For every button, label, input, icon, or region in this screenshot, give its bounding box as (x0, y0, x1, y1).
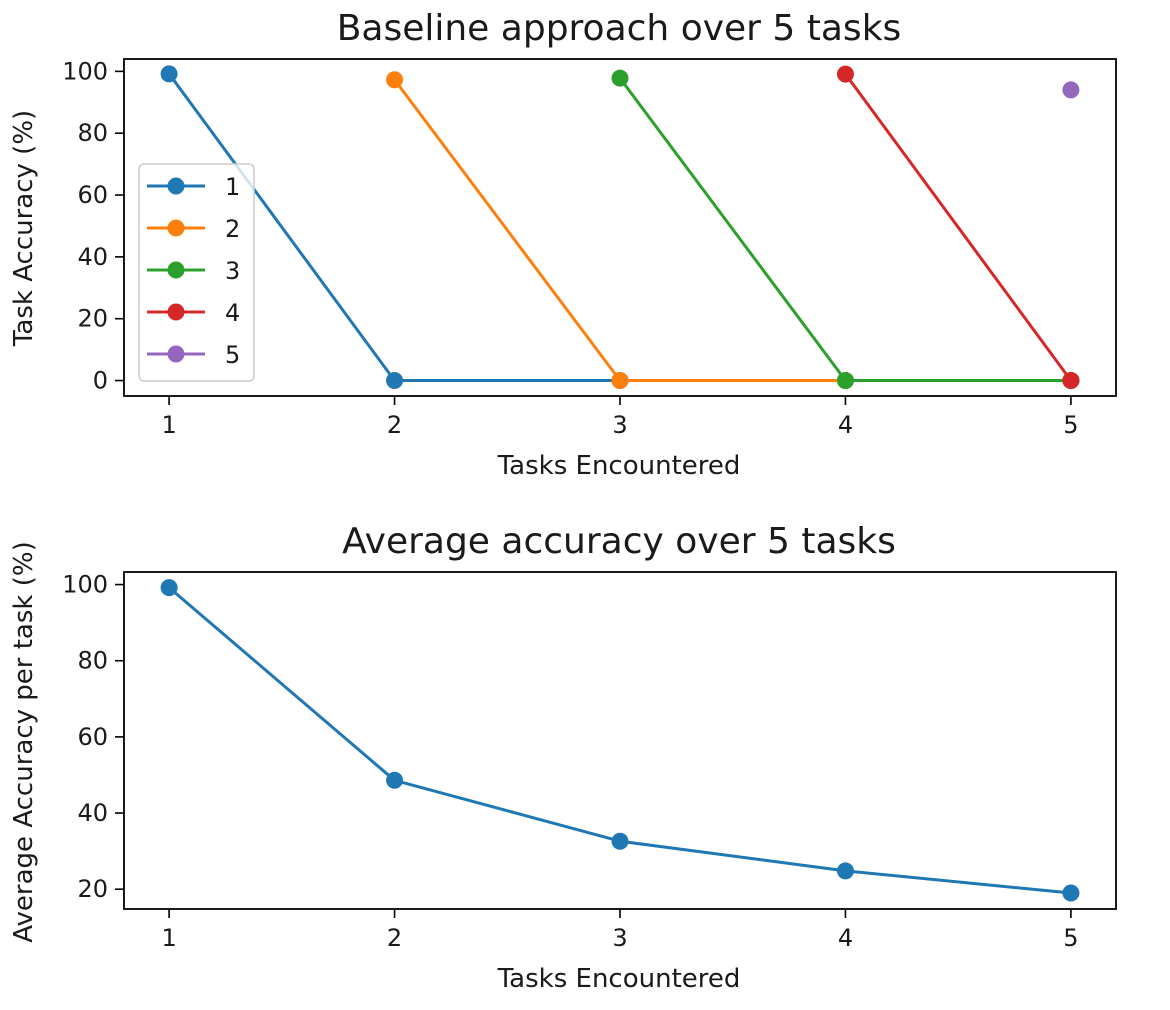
legend-entry-label: 3 (225, 257, 240, 285)
x-tick-label: 1 (161, 924, 176, 952)
data-point-5 (1062, 81, 1080, 99)
data-point-2 (386, 71, 404, 89)
plot-frame (123, 571, 1117, 910)
y-tick-label: 100 (62, 571, 108, 599)
y-tick-label: 80 (77, 119, 108, 147)
data-point-1 (386, 372, 404, 390)
x-tick-label: 3 (612, 924, 627, 952)
chart-title: Baseline approach over 5 tasks (337, 8, 902, 49)
y-tick-label: 60 (77, 181, 108, 209)
chart-baseline: Baseline approach over 5 tasks 1 2 3 4 5 0 20 4… (9, 8, 1117, 481)
y-tick-label: 40 (77, 799, 108, 827)
legend-entry-label: 1 (225, 173, 240, 201)
x-axis-label: Tasks Encountered (497, 964, 741, 994)
y-tick-label: 60 (77, 723, 108, 751)
plot-frame (123, 58, 1117, 397)
y-axis-label: Average Accuracy per task (%) (9, 541, 39, 942)
legend-marker-3 (167, 261, 185, 279)
x-tick-label: 2 (387, 924, 402, 952)
y-axis-label: Task Accuracy (%) (9, 110, 39, 347)
legend-entry-label: 5 (225, 341, 240, 369)
data-point-avg (836, 862, 854, 880)
x-tick-label: 5 (1063, 411, 1078, 439)
y-tick-label: 20 (77, 305, 108, 333)
data-point-avg (160, 579, 178, 597)
data-point-4 (836, 65, 854, 83)
x-tick-label: 3 (612, 411, 627, 439)
series-line-4 (844, 73, 1073, 382)
x-tick-label: 1 (161, 411, 176, 439)
chart-average: Average accuracy over 5 tasks 1 2 3 4 5 20 40 6… (9, 521, 1117, 994)
x-tick-label: 5 (1063, 924, 1078, 952)
data-point-avg (386, 771, 404, 789)
y-tick-label: 40 (77, 243, 108, 271)
data-point-2 (611, 372, 629, 390)
data-point-4 (1062, 372, 1080, 390)
y-tick-label: 20 (77, 875, 108, 903)
y-tick-label: 100 (62, 57, 108, 85)
plot-area: 1 2 3 4 5 0 20 40 60 80 100 (62, 57, 1080, 439)
legend-marker-2 (167, 219, 185, 237)
x-tick-label: 2 (387, 411, 402, 439)
legend-marker-4 (167, 303, 185, 321)
legend-frame (138, 163, 255, 382)
data-point-avg (1062, 884, 1080, 902)
y-tick-label: 0 (93, 367, 108, 395)
series-line-3 (618, 77, 1071, 382)
legend-entry-label: 2 (225, 215, 240, 243)
legend-entry-label: 4 (225, 299, 240, 327)
x-tick-label: 4 (838, 411, 853, 439)
chart-title: Average accuracy over 5 tasks (342, 521, 896, 562)
legend: 1 2 3 4 5 (138, 163, 255, 382)
data-point-1 (160, 65, 178, 83)
legend-marker-1 (167, 177, 185, 195)
plot-area: 1 2 3 4 5 20 40 60 80 100 (62, 571, 1080, 952)
x-axis-label: Tasks Encountered (497, 451, 741, 481)
data-point-avg (611, 832, 629, 850)
y-tick-label: 80 (77, 647, 108, 675)
legend-marker-5 (167, 345, 185, 363)
x-tick-label: 4 (838, 924, 853, 952)
data-point-3 (611, 69, 629, 87)
series-line-1 (167, 72, 1071, 382)
data-point-3 (836, 372, 854, 390)
